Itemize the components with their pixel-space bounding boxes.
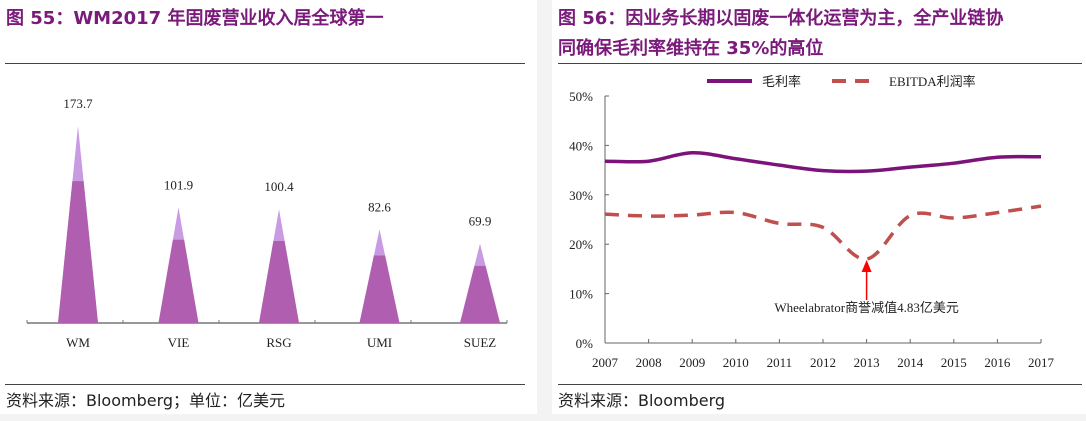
data-label: 101.9: [164, 177, 193, 192]
x-tick-label: 2009: [679, 355, 705, 370]
y-tick-label: 30%: [569, 188, 593, 203]
title-line-2: 同确保毛利率维持在 35%的高位: [558, 38, 824, 59]
x-tick-label: UMI: [367, 335, 392, 350]
bar-body-WM: [58, 181, 98, 323]
data-label: 82.6: [368, 199, 391, 214]
figure-56-title: 图 56：因业务长期以固废一体化运营为主，全产业链协 同确保毛利率维持在 35%…: [558, 4, 1003, 64]
x-tick-label: 2015: [941, 355, 967, 370]
data-label: 69.9: [469, 214, 492, 229]
margin-line-chart: 0% 10% 20% 30% 40% 50% 2007 2008 2009 2010 2011 201…: [569, 74, 1055, 370]
top-rule: [558, 63, 1082, 64]
legend-label: 毛利率: [762, 74, 801, 89]
figure-55-title: 图 55：WM2017 年固废营业收入居全球第一: [6, 8, 384, 29]
x-tick-label: 2014: [897, 355, 924, 370]
bar-body-RSG: [259, 241, 299, 323]
bar-body-VIE: [158, 239, 199, 323]
x-tick-label: 2017: [1028, 355, 1055, 370]
bar-body-SUEZ: [460, 265, 500, 323]
annotation-arrowhead: [861, 260, 872, 272]
series-line-0: [604, 151, 1042, 174]
x-tick-label: VIE: [168, 335, 190, 350]
right-figure-panel: 图 56：因业务长期以固废一体化运营为主，全产业链协 同确保毛利率维持在 35%…: [552, 0, 1086, 414]
y-tick-label: 0%: [576, 336, 594, 351]
y-tick-label: 10%: [569, 287, 593, 302]
x-tick-label: RSG: [266, 335, 291, 350]
legend-label: EBITDA利润率: [889, 74, 976, 89]
top-rule: [5, 63, 525, 64]
data-label: 100.4: [264, 179, 294, 194]
title-line-1: 图 56：因业务长期以固废一体化运营为主，全产业链协: [558, 8, 1004, 29]
left-figure-panel: 图 55：WM2017 年固废营业收入居全球第一 173.7 WM 101.9 VIE…: [0, 0, 537, 414]
y-tick-label: 20%: [569, 237, 593, 252]
x-tick-label: 2016: [984, 355, 1011, 370]
y-tick-label: 50%: [569, 89, 593, 104]
bottom-rule: [5, 384, 525, 385]
y-tick-label: 40%: [569, 138, 593, 153]
data-label: 173.7: [63, 96, 93, 111]
x-tick-label: WM: [66, 335, 90, 350]
bottom-rule: [558, 384, 1082, 385]
series-line-1: [604, 204, 1042, 261]
x-tick-label: SUEZ: [464, 335, 497, 350]
x-tick-label: 2010: [723, 355, 749, 370]
bar-body-UMI: [359, 255, 400, 323]
source-note: 资料来源：Bloomberg；单位：亿美元: [6, 391, 286, 410]
source-note: 资料来源：Bloomberg: [558, 391, 726, 410]
annotation-text: Wheelabrator商誉减值4.83亿美元: [774, 300, 958, 315]
x-tick-label: 2007: [592, 355, 619, 370]
x-tick-label: 2012: [810, 355, 836, 370]
x-tick-label: 2011: [767, 355, 793, 370]
revenue-bar-chart: 173.7 WM 101.9 VIE 100.4 RSG 82.6 UMI 69.9 SUEZ: [26, 96, 508, 350]
x-tick-label: 2013: [854, 355, 880, 370]
x-tick-label: 2008: [636, 355, 662, 370]
